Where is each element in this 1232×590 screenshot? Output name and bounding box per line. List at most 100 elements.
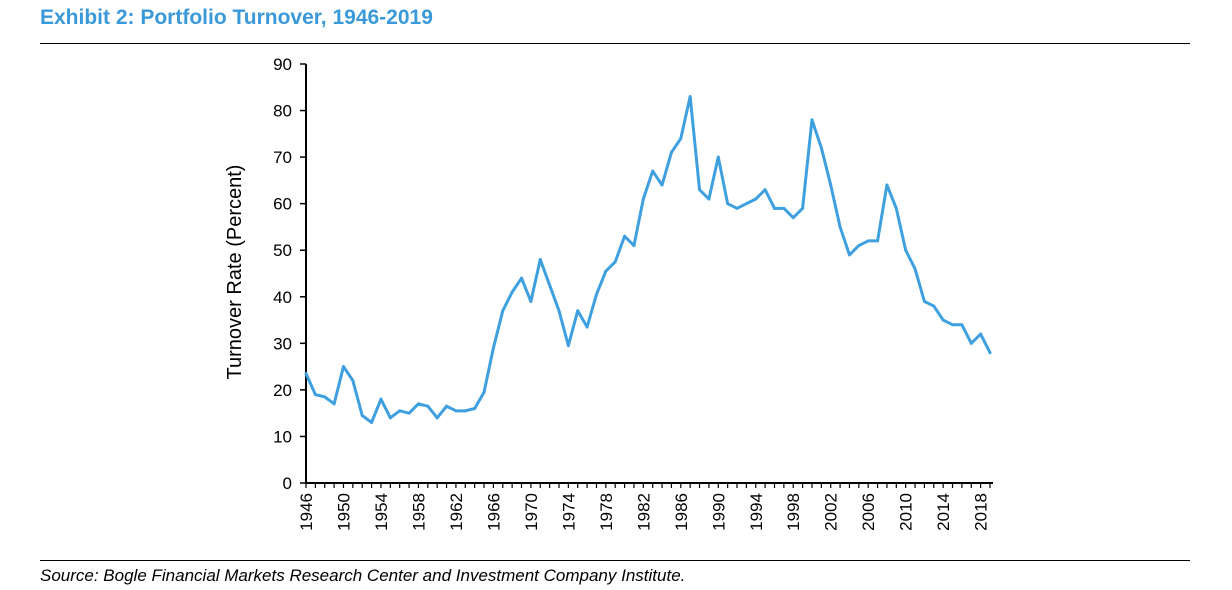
data-point <box>370 420 374 424</box>
data-point <box>651 169 655 173</box>
x-tick-label: 1986 <box>672 493 691 531</box>
data-point <box>491 346 495 350</box>
data-point <box>857 244 861 248</box>
data-point <box>801 206 805 210</box>
x-tick-label: 1978 <box>597 493 616 531</box>
data-point <box>510 290 514 294</box>
data-point <box>810 118 814 122</box>
data-point <box>716 155 720 159</box>
data-point <box>969 341 973 345</box>
turnover-series-line <box>304 95 992 424</box>
data-point <box>332 402 336 406</box>
data-point <box>454 409 458 413</box>
data-point <box>904 248 908 252</box>
data-point <box>416 402 420 406</box>
x-tick-label: 2002 <box>822 493 841 531</box>
x-tick-label: 1998 <box>784 493 803 531</box>
y-tick-label: 30 <box>273 334 292 353</box>
y-axis-title-group: Turnover Rate (Percent) <box>224 165 246 380</box>
exhibit-title: Exhibit 2: Portfolio Turnover, 1946-2019 <box>40 6 433 29</box>
data-point <box>426 404 430 408</box>
data-point <box>885 183 889 187</box>
x-tick-label: 1950 <box>334 493 353 531</box>
y-tick-label: 0 <box>283 474 292 493</box>
data-point <box>688 95 692 99</box>
x-tick-label: 1990 <box>709 493 728 531</box>
data-point <box>913 267 917 271</box>
top-rule <box>40 43 1190 44</box>
data-point <box>922 299 926 303</box>
data-point <box>669 150 673 154</box>
data-point <box>772 206 776 210</box>
data-point <box>463 409 467 413</box>
data-point <box>548 283 552 287</box>
x-tick-label: 2014 <box>934 493 953 531</box>
data-point <box>623 234 627 238</box>
x-tick-label: 1982 <box>634 493 653 531</box>
y-tick-label: 20 <box>273 381 292 400</box>
y-tick-label: 50 <box>273 241 292 260</box>
data-point <box>988 351 992 355</box>
x-tick-label: 1954 <box>372 493 391 531</box>
data-point <box>501 309 505 313</box>
data-point <box>566 344 570 348</box>
bottom-rule <box>40 560 1190 561</box>
y-tick-label: 10 <box>273 427 292 446</box>
x-tick-label: 2006 <box>859 493 878 531</box>
data-point <box>819 146 823 150</box>
data-point <box>866 239 870 243</box>
data-point <box>613 260 617 264</box>
x-tick-label: 1994 <box>747 493 766 531</box>
y-tick-label: 70 <box>273 148 292 167</box>
data-point <box>585 325 589 329</box>
source-note: Source: Bogle Financial Markets Research… <box>40 566 686 585</box>
y-axis-title: Turnover Rate (Percent) <box>224 165 246 380</box>
x-tick-label: 1946 <box>297 493 316 531</box>
data-point <box>698 188 702 192</box>
data-point <box>735 206 739 210</box>
data-point <box>932 304 936 308</box>
x-tick-label: 1970 <box>522 493 541 531</box>
data-point <box>838 225 842 229</box>
data-point <box>641 197 645 201</box>
data-point <box>388 416 392 420</box>
y-axis-ticks: 0 10 20 30 40 50 60 70 80 90 <box>273 55 306 493</box>
x-tick-label: 1962 <box>447 493 466 531</box>
data-point <box>407 411 411 415</box>
data-point <box>520 276 524 280</box>
data-point <box>744 202 748 206</box>
x-tick-label: 2010 <box>897 493 916 531</box>
data-point <box>707 197 711 201</box>
data-point <box>894 206 898 210</box>
data-point <box>594 292 598 296</box>
data-point <box>847 253 851 257</box>
data-point <box>660 183 664 187</box>
data-point <box>951 323 955 327</box>
data-point <box>313 393 317 397</box>
data-point <box>791 216 795 220</box>
data-point <box>341 365 345 369</box>
data-point <box>538 258 542 262</box>
data-point <box>604 269 608 273</box>
series-layer <box>304 95 992 424</box>
y-tick-label: 60 <box>273 195 292 214</box>
data-point <box>323 395 327 399</box>
x-tick-label: 1974 <box>559 493 578 531</box>
y-tick-label: 80 <box>273 102 292 121</box>
data-point <box>960 323 964 327</box>
data-point <box>576 309 580 313</box>
data-point <box>529 299 533 303</box>
data-point <box>782 206 786 210</box>
data-point <box>829 183 833 187</box>
x-tick-label: 2018 <box>972 493 991 531</box>
data-point <box>679 136 683 140</box>
y-tick-label: 40 <box>273 288 292 307</box>
data-point <box>763 188 767 192</box>
data-point <box>351 379 355 383</box>
data-point <box>754 197 758 201</box>
data-point <box>979 332 983 336</box>
x-tick-label: 1966 <box>484 493 503 531</box>
x-axis-ticks: 1946 1950 1954 1958 1962 1966 1970 1974 1978 1982… <box>297 483 991 531</box>
data-point <box>304 372 308 376</box>
